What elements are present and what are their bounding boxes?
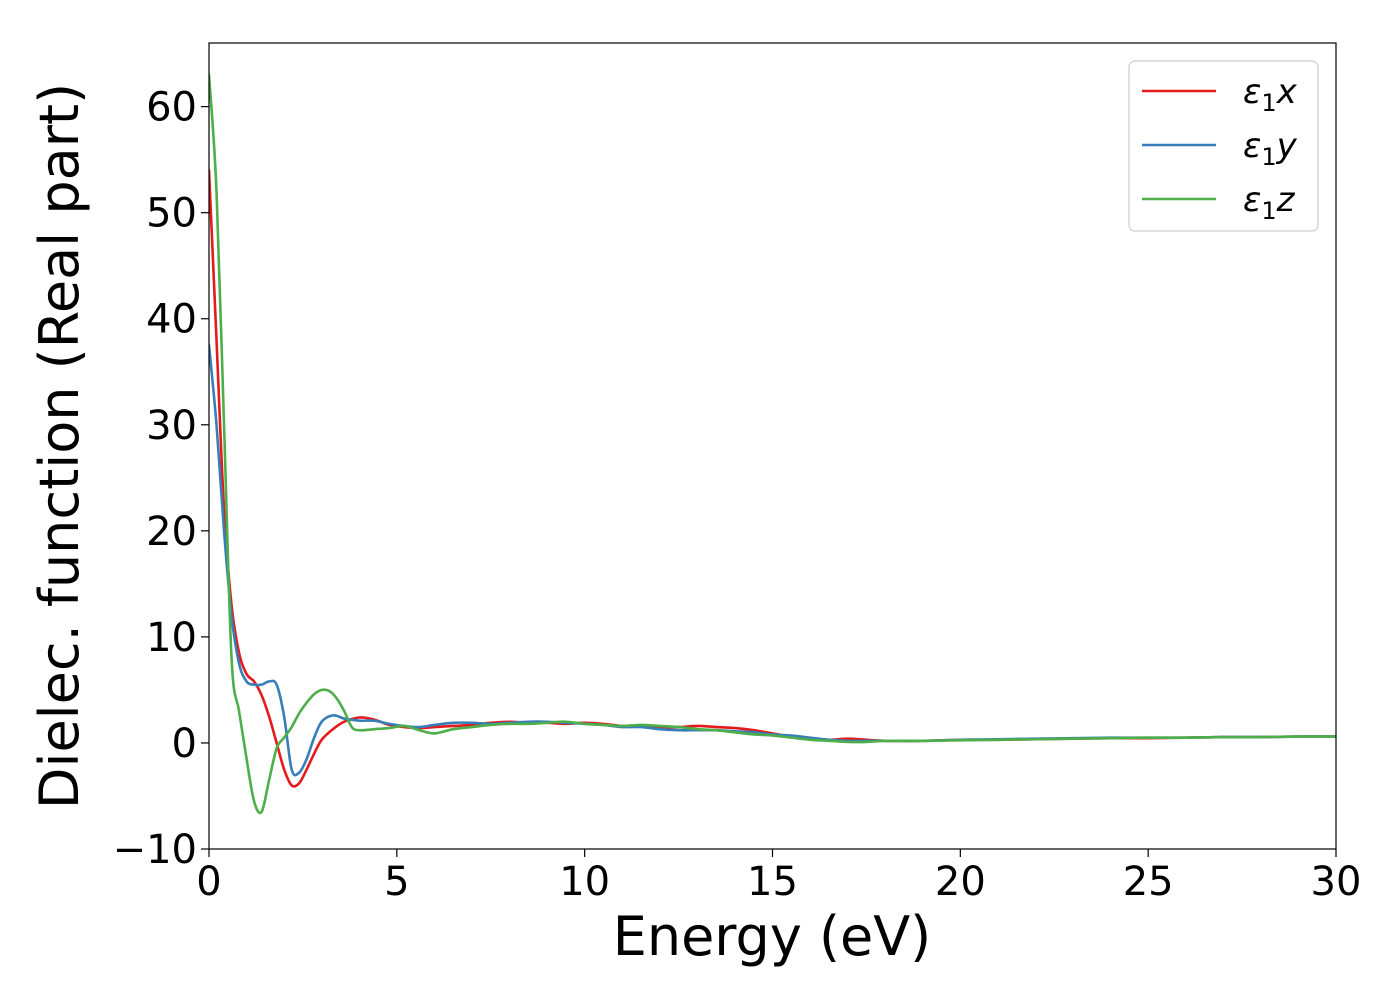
x-tick-label: 25 xyxy=(1123,859,1174,905)
legend-label-y: ε1y xyxy=(1243,126,1298,171)
legend-label-z: ε1z xyxy=(1243,180,1296,225)
y-tick-label: 60 xyxy=(146,85,197,131)
y-tick-label: 10 xyxy=(146,615,197,661)
x-tick-label: 0 xyxy=(196,859,221,905)
x-tick-label: 5 xyxy=(384,859,409,905)
legend: ε1x ε1y ε1z xyxy=(1128,60,1319,232)
y-tick-label: 20 xyxy=(146,509,197,555)
series-layer xyxy=(209,73,1336,815)
y-axis-ticks: −10 0 10 20 30 40 50 60 xyxy=(113,85,209,873)
legend-label-x: ε1x xyxy=(1243,72,1298,117)
y-tick-label: 50 xyxy=(146,191,197,237)
x-tick-label: 10 xyxy=(559,859,610,905)
y-tick-label: 30 xyxy=(146,403,197,449)
x-tick-label: 15 xyxy=(747,859,798,905)
legend-box xyxy=(1128,60,1319,232)
y-tick-label: −10 xyxy=(113,827,197,873)
x-tick-label: 30 xyxy=(1311,859,1362,905)
y-tick-label: 40 xyxy=(146,297,197,343)
y-axis-label: Dielec. function (Real part) xyxy=(28,83,91,809)
x-tick-label: 20 xyxy=(935,859,986,905)
series-line-z xyxy=(209,73,1336,815)
y-tick-label: 0 xyxy=(172,721,197,767)
x-axis-ticks: 0 5 10 15 20 25 30 xyxy=(196,849,1361,905)
x-axis-label: Energy (eV) xyxy=(613,905,932,968)
